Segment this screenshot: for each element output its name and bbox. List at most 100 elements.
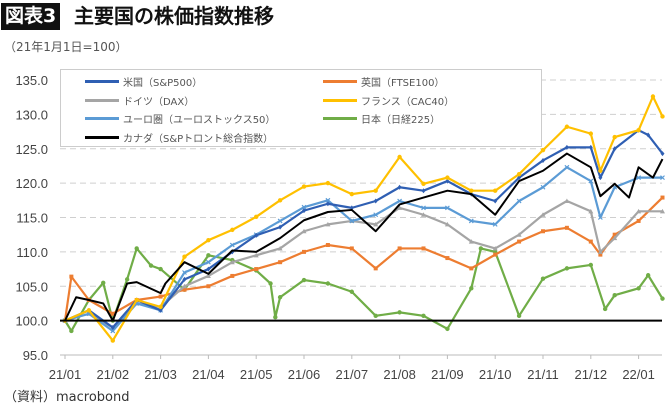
- y-tick-label: 95.0: [23, 348, 48, 363]
- data-point: [588, 262, 593, 268]
- data-point: [158, 294, 163, 299]
- data-point: [325, 197, 331, 203]
- data-point: [588, 239, 593, 244]
- data-point: [182, 283, 187, 289]
- legend-swatch: [323, 117, 357, 120]
- x-tick-label: 21/08: [383, 367, 416, 382]
- x-tick-label: 21/05: [240, 367, 273, 382]
- data-point: [564, 144, 569, 150]
- data-point: [373, 221, 379, 227]
- data-point: [148, 263, 154, 268]
- legend-label: ユーロ圏（ユーロストックス50）: [123, 115, 276, 126]
- data-point: [636, 286, 641, 291]
- legend-label: フランス（CAC40）: [361, 96, 455, 108]
- legend-item: カナダ（S&Pトロント総合指数）: [85, 130, 273, 145]
- data-point: [158, 266, 163, 272]
- data-point: [540, 276, 546, 281]
- data-point: [445, 256, 450, 261]
- data-point: [421, 205, 426, 211]
- data-point: [468, 239, 474, 244]
- data-point: [588, 208, 594, 214]
- data-point: [277, 198, 283, 203]
- data-point: [373, 188, 378, 193]
- data-point: [229, 242, 235, 248]
- data-point: [110, 328, 116, 334]
- data-point: [645, 273, 651, 278]
- chart-subtitle: （21年1月1日=100）: [4, 40, 128, 54]
- data-point: [302, 249, 306, 254]
- data-point: [646, 132, 651, 138]
- legend-label: 英国（FTSE100）: [361, 78, 445, 89]
- legend-swatch: [323, 98, 357, 102]
- data-point: [588, 144, 593, 150]
- data-point: [69, 328, 74, 334]
- data-point: [273, 314, 278, 320]
- data-point: [469, 286, 474, 291]
- data-point: [421, 212, 426, 217]
- data-point: [516, 232, 522, 237]
- data-point: [650, 94, 656, 99]
- legend-item: 米国（S&P500）: [85, 74, 202, 89]
- y-tick-label: 100.0: [15, 314, 48, 329]
- figure-number-tag: 図表3: [1, 3, 61, 30]
- data-point: [421, 181, 426, 187]
- data-point: [254, 267, 259, 272]
- data-point: [206, 253, 211, 258]
- data-point: [325, 281, 331, 286]
- data-point: [124, 277, 130, 282]
- data-point: [421, 188, 426, 194]
- data-point: [254, 214, 259, 220]
- data-point: [373, 266, 378, 271]
- data-point: [110, 325, 115, 330]
- data-point: [301, 277, 307, 283]
- data-point: [564, 164, 570, 170]
- data-point: [182, 254, 187, 259]
- data-point: [516, 313, 522, 319]
- data-point: [373, 212, 379, 218]
- x-tick-label: 21/10: [479, 367, 512, 382]
- data-point: [444, 221, 450, 227]
- legend-swatch: [85, 80, 119, 83]
- data-point: [325, 243, 330, 247]
- data-point: [158, 307, 163, 313]
- legend-label: カナダ（S&Pトロント総合指数）: [123, 133, 274, 145]
- x-tick-label: 21/03: [144, 367, 177, 382]
- data-point: [373, 313, 378, 319]
- y-tick-label: 115.0: [16, 211, 48, 226]
- series-line-4: [64, 129, 664, 329]
- data-point: [134, 297, 139, 303]
- data-point: [349, 218, 355, 224]
- data-point: [636, 218, 641, 223]
- data-point: [492, 245, 498, 251]
- data-point: [301, 184, 307, 189]
- data-point: [445, 178, 450, 184]
- data-point: [598, 175, 603, 181]
- legend-item: 英国（FTSE100）: [323, 74, 444, 89]
- data-point: [598, 168, 603, 173]
- data-point: [397, 310, 402, 315]
- data-point: [421, 313, 426, 319]
- data-point: [602, 306, 608, 312]
- data-point: [469, 188, 474, 193]
- y-tick-label: 110.0: [16, 245, 48, 260]
- data-point: [636, 175, 642, 181]
- data-point: [349, 289, 354, 294]
- legend-swatch: [85, 135, 119, 139]
- data-point: [205, 259, 211, 265]
- data-point: [397, 154, 402, 160]
- data-point: [444, 205, 450, 211]
- data-point: [598, 252, 603, 257]
- data-point: [445, 175, 450, 180]
- data-point: [516, 198, 522, 204]
- data-point: [158, 304, 163, 310]
- series-line-5: [64, 95, 664, 342]
- data-point: [564, 266, 570, 271]
- data-point: [277, 295, 283, 300]
- data-point: [493, 198, 498, 204]
- data-point: [612, 235, 618, 241]
- x-tick-label: 21/04: [192, 367, 225, 382]
- data-point: [517, 175, 522, 181]
- data-point: [182, 287, 187, 292]
- data-point: [660, 195, 665, 200]
- x-tick-label: 22/01: [622, 367, 655, 382]
